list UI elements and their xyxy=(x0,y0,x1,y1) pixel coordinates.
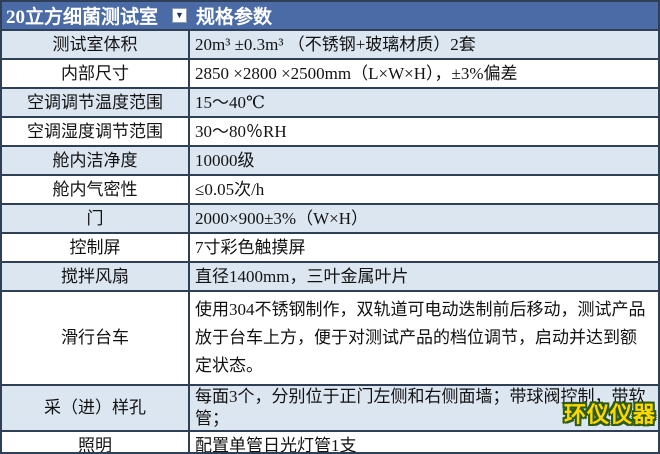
parameter-name-cell: 滑行台车 xyxy=(2,292,190,384)
table-row[interactable]: 门 2000×900±3%（W×H） xyxy=(2,205,658,234)
parameter-value-cell: 每面3个，分别位于正门左侧和右侧面墙；带球阀控制，带软管； xyxy=(190,386,658,430)
parameter-name-cell: 照明 xyxy=(2,432,190,452)
parameter-value-cell: 30～80％RH xyxy=(190,118,658,145)
spec-column-title: 规格参数 xyxy=(196,7,273,28)
table-row[interactable]: 测试室体积 20m³ ±0.3m³ （不锈钢+玻璃材质）2套 xyxy=(2,31,658,60)
parameter-name-cell: 采（进）样孔 xyxy=(2,386,190,430)
header-left-cell: 20立方细菌测试室 ▼ xyxy=(2,2,190,29)
parameter-value-text: 7寸彩色触摸屏 xyxy=(195,238,306,257)
table-row[interactable]: 控制屏 7寸彩色触摸屏 xyxy=(2,234,658,263)
parameter-value-text: 30～80％RH xyxy=(195,122,287,141)
filter-dropdown-button[interactable]: ▼ xyxy=(172,8,187,23)
parameter-name-cell: 测试室体积 xyxy=(2,31,190,58)
parameter-name-cell: 空调湿度调节范围 xyxy=(2,118,190,145)
table-row[interactable]: 滑行台车 使用304不锈钢制作，双轨道可电动迭制前后移动，测试产品放于台车上方，… xyxy=(2,292,658,386)
parameter-name-cell: 内部尺寸 xyxy=(2,60,190,87)
parameter-value-cell: 2850 ×2800 ×2500mm（L×W×H），±3%偏差 xyxy=(190,60,658,87)
table-row[interactable]: 采（进）样孔 每面3个，分别位于正门左侧和右侧面墙；带球阀控制，带软管； xyxy=(2,386,658,432)
chevron-down-icon: ▼ xyxy=(175,10,184,20)
parameter-value-text: 直径1400mm，三叶金属叶片 xyxy=(195,267,409,286)
parameter-value-cell: ≤0.05次/h xyxy=(190,176,658,203)
parameter-value-cell: 直径1400mm，三叶金属叶片 xyxy=(190,263,658,290)
table-title: 20立方细菌测试室 xyxy=(6,7,159,28)
parameter-value-cell: 7寸彩色触摸屏 xyxy=(190,234,658,261)
parameter-name-cell: 门 xyxy=(2,205,190,232)
parameter-value-cell: 10000级 xyxy=(190,147,658,174)
parameter-value-text: 每面3个，分别位于正门左侧和右侧面墙；带球阀控制，带软管； xyxy=(195,387,646,428)
parameter-value-text: ≤0.05次/h xyxy=(195,180,265,199)
table-row[interactable]: 照明 配置单管日光灯管1支 xyxy=(2,432,658,454)
parameter-name-cell: 搅拌风扇 xyxy=(2,263,190,290)
parameter-value-cell: 20m³ ±0.3m³ （不锈钢+玻璃材质）2套 xyxy=(190,31,658,58)
table-row[interactable]: 搅拌风扇 直径1400mm，三叶金属叶片 xyxy=(2,263,658,292)
parameter-name-cell: 舱内气密性 xyxy=(2,176,190,203)
parameter-value-text: 15～40℃ xyxy=(195,93,266,112)
table-row[interactable]: 内部尺寸 2850 ×2800 ×2500mm（L×W×H），±3%偏差 xyxy=(2,60,658,89)
parameter-name-cell: 舱内洁净度 xyxy=(2,147,190,174)
table-row[interactable]: 舱内气密性 ≤0.05次/h xyxy=(2,176,658,205)
parameter-value-cell: 15～40℃ xyxy=(190,89,658,116)
parameter-value-text: 使用304不锈钢制作，双轨道可电动迭制前后移动，测试产品放于台车上方，便于对测试… xyxy=(195,300,646,375)
parameter-value-text: 20m³ ±0.3m³ （不锈钢+玻璃材质）2套 xyxy=(195,35,476,54)
parameter-value-text: 2850 ×2800 ×2500mm（L×W×H），±3%偏差 xyxy=(195,64,518,83)
table-header-row: 20立方细菌测试室 ▼ 规格参数 xyxy=(2,2,658,31)
table-row[interactable]: 空调湿度调节范围 30～80％RH xyxy=(2,118,658,147)
parameter-value-text: 2000×900±3%（W×H） xyxy=(195,209,368,228)
parameter-value-cell: 配置单管日光灯管1支 xyxy=(190,432,658,454)
parameter-value-text: 10000级 xyxy=(195,151,255,170)
spec-table-body: 测试室体积 20m³ ±0.3m³ （不锈钢+玻璃材质）2套 内部尺寸 2850… xyxy=(2,31,658,454)
parameter-name-cell: 控制屏 xyxy=(2,234,190,261)
parameter-name-cell: 空调调节温度范围 xyxy=(2,89,190,116)
parameter-value-text: 配置单管日光灯管1支 xyxy=(195,436,357,454)
table-row[interactable]: 空调调节温度范围 15～40℃ xyxy=(2,89,658,118)
parameter-value-cell: 2000×900±3%（W×H） xyxy=(190,205,658,232)
parameter-value-cell: 使用304不锈钢制作，双轨道可电动迭制前后移动，测试产品放于台车上方，便于对测试… xyxy=(190,292,658,384)
table-row[interactable]: 舱内洁净度 10000级 xyxy=(2,147,658,176)
